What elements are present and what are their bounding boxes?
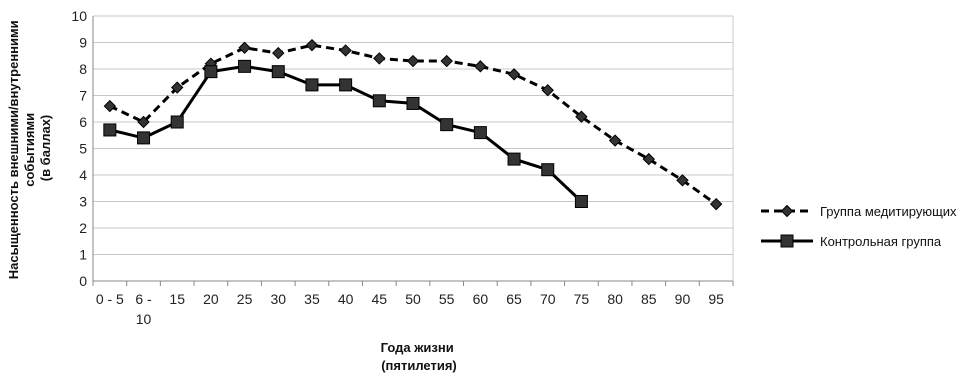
series-1-point	[103, 99, 117, 113]
x-tick-label: 85	[641, 291, 657, 307]
x-tick-labels: 0 - 5 6 -10 15 20 25 30 35 40 45 50 55 60 65 70 75 80 85…	[92, 281, 734, 327]
series-1-point	[541, 83, 554, 97]
x-axis-title-line-1: Года жизни	[381, 340, 454, 355]
series-2-point	[137, 131, 151, 145]
y-axis-title: Насыщенность внешними/внутренними событи…	[6, 17, 53, 280]
y-axis-title-line-1: Насыщенность внешними/внутренними	[6, 20, 21, 279]
legend-marker-1	[780, 204, 794, 218]
y-tick-label: 9	[79, 35, 87, 51]
series-2-point	[507, 152, 521, 166]
series-1-point	[709, 197, 723, 211]
x-tick-label: 90	[675, 291, 691, 307]
y-tick-label: 10	[71, 8, 87, 24]
series-2-point	[204, 65, 218, 79]
x-tick-label: 20	[203, 291, 219, 307]
series-markers	[103, 38, 723, 211]
x-tick-label: 40	[338, 291, 354, 307]
x-tick-label: 95	[708, 291, 724, 307]
x-axis-title-line-2: (пятилетия)	[381, 358, 457, 373]
series-1-point	[171, 81, 184, 94]
series-2-point	[305, 78, 319, 92]
x-tick-label: 35	[304, 291, 320, 307]
x-tick-label: 55	[439, 291, 455, 307]
series-1-point	[406, 54, 420, 68]
y-tick-label: 1	[79, 247, 87, 263]
y-tick-label: 8	[79, 61, 87, 77]
series-2-point	[574, 195, 588, 208]
x-tick-label: 50	[405, 291, 421, 307]
series-1-point	[272, 46, 285, 60]
x-tick-label: 80	[607, 291, 623, 307]
y-axis-title-line-3: (в баллах)	[38, 115, 53, 182]
y-tick-label: 0	[79, 273, 87, 289]
series-2-point	[440, 118, 454, 132]
x-tick-label: 70	[540, 291, 556, 307]
series-2-point	[103, 123, 117, 137]
series-1-point	[339, 44, 352, 57]
x-tick-label: 60	[473, 291, 489, 307]
y-tick-label: 2	[79, 220, 87, 236]
y-tick-label: 6	[79, 114, 87, 130]
x-tick-label: 25	[237, 291, 253, 307]
y-tick-label: 4	[79, 167, 87, 183]
x-tick-label: 30	[270, 291, 286, 307]
series-1-point	[440, 54, 453, 68]
x-tick-label: 15	[169, 291, 185, 307]
y-tick-label: 7	[79, 88, 87, 104]
series-2-point	[339, 78, 353, 92]
legend-label-2: Контрольная группа	[820, 234, 942, 249]
series-2-point	[473, 126, 487, 140]
series-1-point	[507, 68, 521, 81]
series-1-point	[575, 110, 588, 123]
y-tick-label: 5	[79, 141, 87, 157]
series-1-point	[373, 52, 386, 65]
series-1-point	[137, 115, 150, 129]
series-2-point	[406, 96, 420, 110]
series-2-point	[541, 163, 555, 177]
series-2-point	[372, 94, 386, 108]
series-2-point	[170, 115, 184, 129]
x-tick-label: 0 - 5	[96, 291, 124, 307]
y-tick-label: 3	[79, 194, 87, 210]
series-1-point	[608, 134, 622, 147]
y-axis-title-line-2: событиями	[22, 113, 37, 187]
series-1-point	[474, 60, 487, 73]
x-axis-title: Года жизни (пятилетия)	[381, 340, 458, 373]
series-1-point	[642, 152, 655, 166]
y-tick-labels: 0 1 2 3 4 5 6 7 8 9 10	[71, 8, 87, 289]
legend: Группа медитирующих Контрольная группа	[761, 204, 957, 249]
legend-marker-2	[780, 234, 794, 248]
gridlines	[92, 15, 734, 282]
series-2-point	[271, 65, 285, 79]
series-1-point	[305, 38, 319, 52]
series-1-point	[676, 174, 689, 187]
series-2-point	[238, 59, 252, 73]
x-tick-label: 75	[574, 291, 590, 307]
legend-label-1: Группа медитирующих	[820, 204, 957, 219]
x-tick-label: 65	[506, 291, 522, 307]
series-1-point	[238, 41, 251, 55]
x-tick-label: 6 -10	[135, 291, 152, 327]
x-tick-label: 45	[372, 291, 388, 307]
